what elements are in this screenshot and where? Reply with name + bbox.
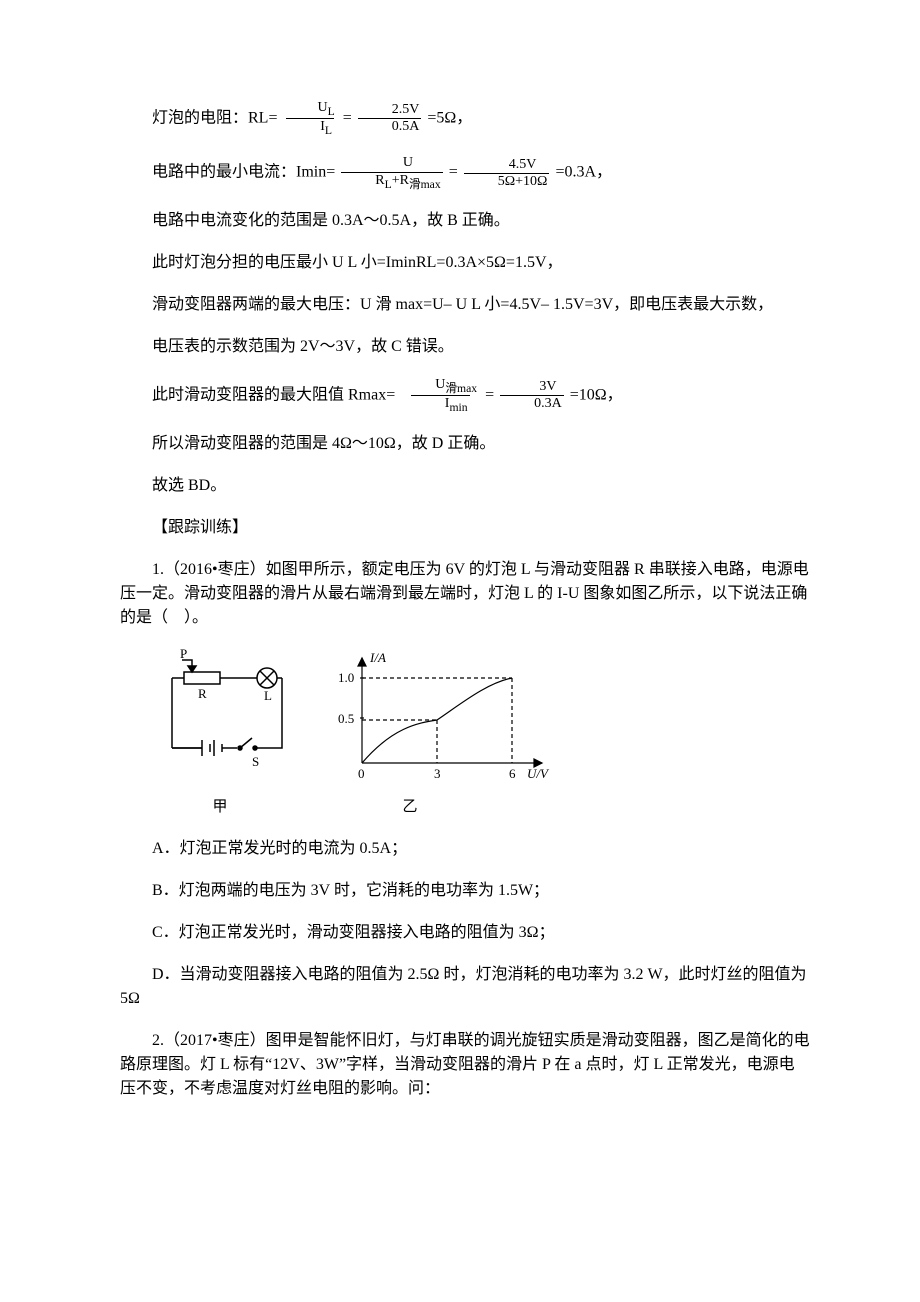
ylabel: I/A <box>369 650 386 665</box>
option-b: B．灯泡两端的电压为 3V 时，它消耗的电功率为 1.5W； <box>120 879 810 903</box>
document-page: 灯泡的电阻：RL= UL IL = 2.5V 0.5A =5Ω， 电路中的最小电… <box>0 0 920 1159</box>
fraction-4p5v: 4.5V 5Ω+10Ω <box>462 157 552 190</box>
option-a: A．灯泡正常发光时的电流为 0.5A； <box>120 837 810 861</box>
circuit-diagram: P R L S <box>152 648 302 778</box>
question-1: 1.（2016•枣庄）如图甲所示，额定电压为 6V 的灯泡 L 与滑动变阻器 R… <box>120 558 810 630</box>
paragraph-c-wrong: 电压表的示数范围为 2V～3V，故 C 错误。 <box>120 335 810 359</box>
text: 此时滑动变阻器的最大阻值 Rmax= <box>152 386 395 403</box>
ytick-0p5: 0.5 <box>338 711 354 726</box>
paragraph-b-correct: 电路中电流变化的范围是 0.3A～0.5A，故 B 正确。 <box>120 209 810 233</box>
xlabel: U/V <box>527 766 550 781</box>
paragraph-rl: 灯泡的电阻：RL= UL IL = 2.5V 0.5A =5Ω， <box>120 100 810 137</box>
paragraph-d-correct: 所以滑动变阻器的范围是 4Ω～10Ω，故 D 正确。 <box>120 432 810 456</box>
paragraph-imin: 电路中的最小电流：Imin= U RL+R滑max = 4.5V 5Ω+10Ω … <box>120 155 810 190</box>
fraction-u-over-rlrmax: U RL+R滑max <box>339 155 444 190</box>
fraction-2p5v-0p5a: 2.5V 0.5A <box>356 102 424 135</box>
caption-yi: 乙 <box>290 796 530 819</box>
text: 灯泡的电阻：RL= <box>152 109 277 126</box>
label-p: P <box>180 648 187 661</box>
text: 电路中的最小电流：Imin= <box>152 164 335 181</box>
iv-graph: I/A 1.0 0.5 0 3 6 U/V <box>322 648 562 788</box>
paragraph-ul-min: 此时灯泡分担的电压最小 U L 小=IminRL=0.3A×5Ω=1.5V， <box>120 251 810 275</box>
text: =10Ω， <box>570 386 623 403</box>
figure-row: P R L S <box>152 648 810 788</box>
paragraph-rmax: 此时滑动变阻器的最大阻值 Rmax= U滑max Imin = 3V 0.3A … <box>120 377 810 414</box>
text: =5Ω， <box>427 109 472 126</box>
caption-jia: 甲 <box>150 796 290 819</box>
option-c: C．灯泡正常发光时，滑动变阻器接入电路的阻值为 3Ω； <box>120 921 810 945</box>
question-2: 2.（2017•枣庄）图甲是智能怀旧灯，与灯串联的调光旋钮实质是滑动变阻器，图乙… <box>120 1029 810 1101</box>
xtick-3: 3 <box>434 766 441 781</box>
paragraph-u-slider-max: 滑动变阻器两端的最大电压：U 滑 max=U– U L 小=4.5V– 1.5V… <box>120 293 810 317</box>
fraction-ul-il: UL IL <box>281 100 338 137</box>
figure-captions: 甲 乙 <box>150 796 810 819</box>
xtick-0: 0 <box>358 766 365 781</box>
label-s: S <box>252 754 259 769</box>
paragraph-answer: 故选 BD。 <box>120 474 810 498</box>
text: =0.3A， <box>555 164 612 181</box>
fraction-umax-imin: U滑max Imin <box>399 377 481 414</box>
fraction-3v-0p3a: 3V 0.3A <box>498 379 566 412</box>
label-l: L <box>264 688 272 703</box>
ytick-1p0: 1.0 <box>338 670 354 685</box>
label-r: R <box>198 686 207 701</box>
section-heading-followup: 【跟踪训练】 <box>120 516 810 540</box>
xtick-6: 6 <box>509 766 516 781</box>
option-d: D．当滑动变阻器接入电路的阻值为 2.5Ω 时，灯泡消耗的电功率为 3.2 W，… <box>120 963 810 1011</box>
